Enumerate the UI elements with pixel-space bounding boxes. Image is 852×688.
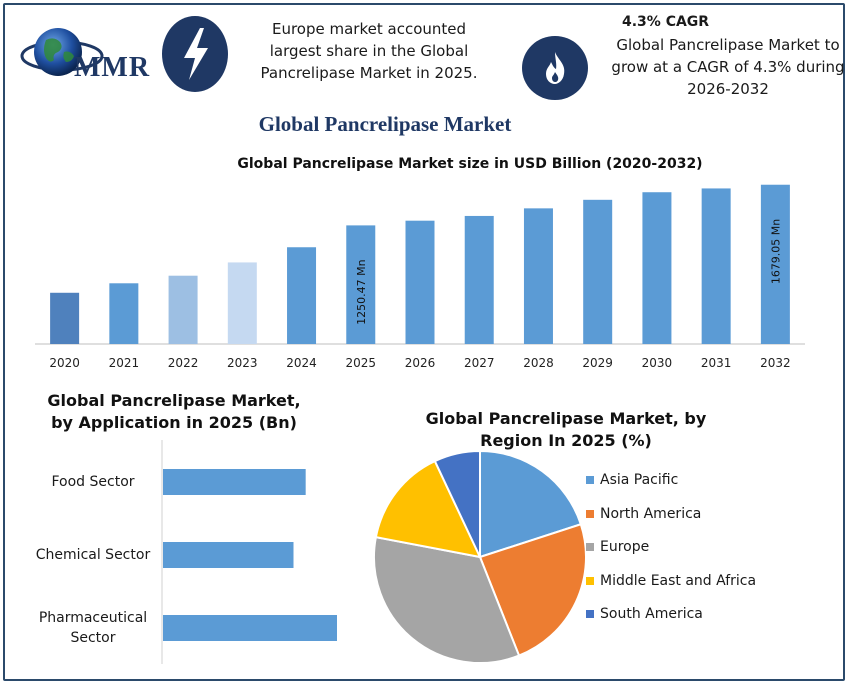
bar-2032 [760,184,790,344]
x-tick-label-2029: 2029 [582,356,613,370]
application-bar-food-sector [163,469,306,495]
legend-label: Asia Pacific [600,472,679,488]
x-tick-label-2031: 2031 [701,356,732,370]
legend-label: Middle East and Africa [600,572,757,589]
application-label-line: Pharmaceutical [38,610,148,626]
data-label-2032: 1679.05 Mn [769,219,782,284]
pie-slice-south-america [433,449,481,558]
x-tick-label-2023: 2023 [227,356,258,370]
legend-swatch [586,509,594,518]
cagr-text: Global Pancrelipase Market to grow at a … [611,36,845,98]
x-tick-label-2032: 2032 [760,356,791,370]
application-label-chemical-sector: Chemical Sector [20,545,166,565]
bar-2027 [464,215,494,344]
x-tick-label-2026: 2026 [405,356,436,370]
application-label-pharmaceutical-sector: Pharmaceutical Sector [20,608,166,648]
legend-swatch [586,576,594,585]
legend-item-middle-east-and-africa: Middle East and Africa [586,573,756,589]
application-bar-pharmaceutical-sector [163,615,337,641]
cagr-title: 4.3% CAGR [622,14,710,30]
x-tick-label-2020: 2020 [49,356,80,370]
market-size-bar-chart: 2020 2021 2022 2023 2024 2025 1250.47 Mn 2026 20… [35,184,805,370]
x-tick-label-2022: 2022 [168,356,199,370]
bar-2028 [523,208,553,344]
x-tick-label-2027: 2027 [464,356,495,370]
bar-2025 [346,225,376,344]
x-tick-label-2025: 2025 [345,356,376,370]
bar-2030 [642,192,672,344]
outer-frame [3,3,845,681]
legend-item-europe: Europe [586,539,649,555]
bar-2024 [287,247,317,344]
legend-swatch [586,543,594,551]
legend-label: South America [600,606,703,622]
highlight-text: Europe market accounted largest share in… [260,20,478,82]
mmr-logo: MMR [12,22,160,84]
logo-text: MMR [74,52,151,83]
pie-slice-europe [373,535,521,664]
region-chart-title: Global Pancrelipase Market, by Region In… [425,409,707,450]
application-label-line: Chemical Sector [35,547,151,563]
globe-icon [20,28,104,76]
x-tick-label-2030: 2030 [642,356,673,370]
legend-swatch [586,610,594,618]
bar-2031 [701,188,731,344]
data-label-2025: 1250.47 Mn [355,259,368,324]
bar-2026 [405,220,435,344]
pie-slice-asia-pacific [479,449,583,559]
bar-2020 [50,292,80,344]
pie-slice-middle-east-and-africa [374,459,482,559]
application-label-line: Food Sector [51,474,135,490]
legend-label: North America [600,505,702,522]
legend-item-asia-pacific: Asia Pacific [586,472,678,488]
x-tick-label-2024: 2024 [286,356,317,370]
x-tick-label-2028: 2028 [523,356,554,370]
legend-item-north-america: North America [586,506,701,522]
region-legend: Asia Pacific North America Europe Middle Ea… [586,472,786,642]
application-category-labels: Food Sector Chemical Sector Pharmaceutical… [20,440,160,670]
page-title: Global Pancrelipase Market [258,112,512,136]
region-pie-chart [373,449,587,664]
x-tick-label-2021: 2021 [109,356,140,370]
legend-item-south-america: South America [586,606,703,622]
legend-swatch [586,476,594,484]
bar-2021 [109,283,139,344]
application-chart-title: Global Pancrelipase Market, by Applicati… [47,391,301,432]
lightning-icon [162,16,228,92]
application-bar-chart [161,440,337,664]
legend-label: Europe [600,539,650,555]
application-bar-chemical-sector [163,542,294,568]
bar-chart-title: Global Pancrelipase Market size in USD B… [237,156,703,172]
flame-icon [522,36,588,100]
application-label-food-sector: Food Sector [20,472,166,492]
bar-2022 [168,275,198,344]
bar-2023 [227,262,257,344]
bar-2029 [583,199,613,344]
application-label-line: Sector [70,630,116,646]
